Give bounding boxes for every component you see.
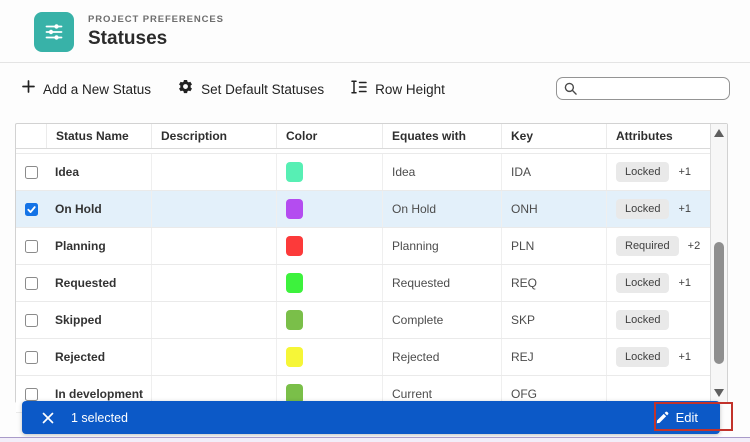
color-swatch <box>286 162 303 182</box>
key-value: ONH <box>511 202 538 216</box>
set-default-statuses-label: Set Default Statuses <box>201 81 325 97</box>
table-row-skipped[interactable]: Skipped Complete SKP Locked <box>16 302 710 339</box>
color-swatch <box>286 347 303 367</box>
table-row-planning[interactable]: Planning Planning PLN Required +2 <box>16 228 710 265</box>
equates-with-value: On Hold <box>392 202 437 216</box>
row-checkbox[interactable] <box>24 276 38 290</box>
page-header: PROJECT PREFERENCES Statuses <box>34 12 224 52</box>
pencil-icon <box>656 411 668 424</box>
attribute-extra-count: +1 <box>678 351 692 363</box>
row-checkbox-checked[interactable] <box>24 202 38 216</box>
column-header-attributes[interactable]: Attributes <box>606 124 710 148</box>
equates-with-value: Requested <box>392 276 451 290</box>
row-height-button[interactable]: Row Height <box>351 79 445 99</box>
table-row-requested[interactable]: Requested Requested REQ Locked +1 <box>16 265 710 302</box>
table-row-idea[interactable]: Idea Idea IDA Locked +1 <box>16 154 710 191</box>
key-value: OFG <box>511 387 537 401</box>
selected-count-label: 1 selected <box>71 410 128 425</box>
status-name: Requested <box>55 276 117 290</box>
row-checkbox[interactable] <box>24 350 38 364</box>
toolbar: Add a New Status Set Default Statuses Ro… <box>22 76 445 102</box>
scrollbar-thumb[interactable] <box>714 242 724 364</box>
color-swatch <box>286 384 303 404</box>
attribute-badge: Locked <box>616 310 670 330</box>
color-swatch <box>286 236 303 256</box>
attribute-badge: Locked <box>616 199 670 219</box>
select-all-column <box>16 124 46 148</box>
attribute-badge: Locked <box>616 273 670 293</box>
add-status-label: Add a New Status <box>43 81 152 97</box>
breadcrumb-eyebrow: PROJECT PREFERENCES <box>88 14 224 25</box>
status-name: On Hold <box>55 202 102 216</box>
plus-icon <box>22 80 35 98</box>
row-checkbox[interactable] <box>24 313 38 327</box>
column-header-color[interactable]: Color <box>276 124 382 148</box>
x-icon <box>42 412 54 423</box>
key-value: REJ <box>511 350 534 364</box>
key-value: PLN <box>511 239 535 253</box>
scroll-up-arrow-icon[interactable] <box>714 129 724 137</box>
column-header-description[interactable]: Description <box>151 124 276 148</box>
scroll-down-arrow-icon[interactable] <box>714 389 724 397</box>
add-status-button[interactable]: Add a New Status <box>22 80 151 98</box>
table-row-on-hold[interactable]: On Hold On Hold ONH Locked +1 <box>16 191 710 228</box>
edit-button[interactable]: Edit <box>650 406 704 429</box>
row-checkbox[interactable] <box>24 387 38 401</box>
statuses-table: Status Name Description Color Equates wi… <box>15 123 728 413</box>
equates-with-value: Complete <box>392 313 444 327</box>
row-height-icon <box>351 79 367 99</box>
status-name: Rejected <box>55 350 106 364</box>
table-header-row: Status Name Description Color Equates wi… <box>16 124 710 149</box>
equates-with-value: Current <box>392 387 433 401</box>
table-scrollbar[interactable] <box>710 124 727 402</box>
search-input[interactable] <box>556 77 730 100</box>
table-row-rejected[interactable]: Rejected Rejected REJ Locked +1 <box>16 339 710 376</box>
key-value: IDA <box>511 165 532 179</box>
equates-with-value: Idea <box>392 165 416 179</box>
row-height-label: Row Height <box>375 81 445 97</box>
column-header-status-name[interactable]: Status Name <box>46 124 151 148</box>
color-swatch <box>286 310 303 330</box>
key-value: REQ <box>511 276 538 290</box>
clear-selection-button[interactable] <box>42 412 54 424</box>
column-header-equates-with[interactable]: Equates with <box>382 124 501 148</box>
row-checkbox[interactable] <box>24 239 38 253</box>
status-name: Skipped <box>55 313 102 327</box>
selection-action-bar: 1 selected Edit <box>22 401 720 434</box>
sliders-icon <box>34 12 74 52</box>
window-bottom-edge <box>0 437 750 442</box>
gear-icon <box>178 79 193 99</box>
status-name: In development <box>55 387 144 401</box>
search-box <box>556 77 730 100</box>
equates-with-value: Planning <box>392 239 439 253</box>
status-name: Idea <box>55 165 80 179</box>
edit-button-label: Edit <box>675 410 698 425</box>
color-swatch <box>286 199 303 219</box>
color-swatch <box>286 273 303 293</box>
partially-scrolled-row <box>16 149 710 154</box>
status-name: Planning <box>55 239 106 253</box>
page-title: Statuses <box>88 28 168 49</box>
attribute-extra-count: +1 <box>678 277 692 289</box>
row-checkbox[interactable] <box>24 165 38 179</box>
header-divider <box>0 62 750 63</box>
attribute-extra-count: +2 <box>687 240 701 252</box>
attribute-extra-count: +1 <box>678 166 692 178</box>
table-body: Status Name Description Color Equates wi… <box>16 124 710 413</box>
attribute-extra-count: +1 <box>678 203 692 215</box>
column-header-key[interactable]: Key <box>501 124 606 148</box>
attribute-badge: Locked <box>616 162 670 182</box>
attribute-badge: Locked <box>616 347 670 367</box>
key-value: SKP <box>511 313 536 327</box>
attribute-badge: Required <box>616 236 679 256</box>
set-default-statuses-button[interactable]: Set Default Statuses <box>178 79 324 99</box>
equates-with-value: Rejected <box>392 350 440 364</box>
